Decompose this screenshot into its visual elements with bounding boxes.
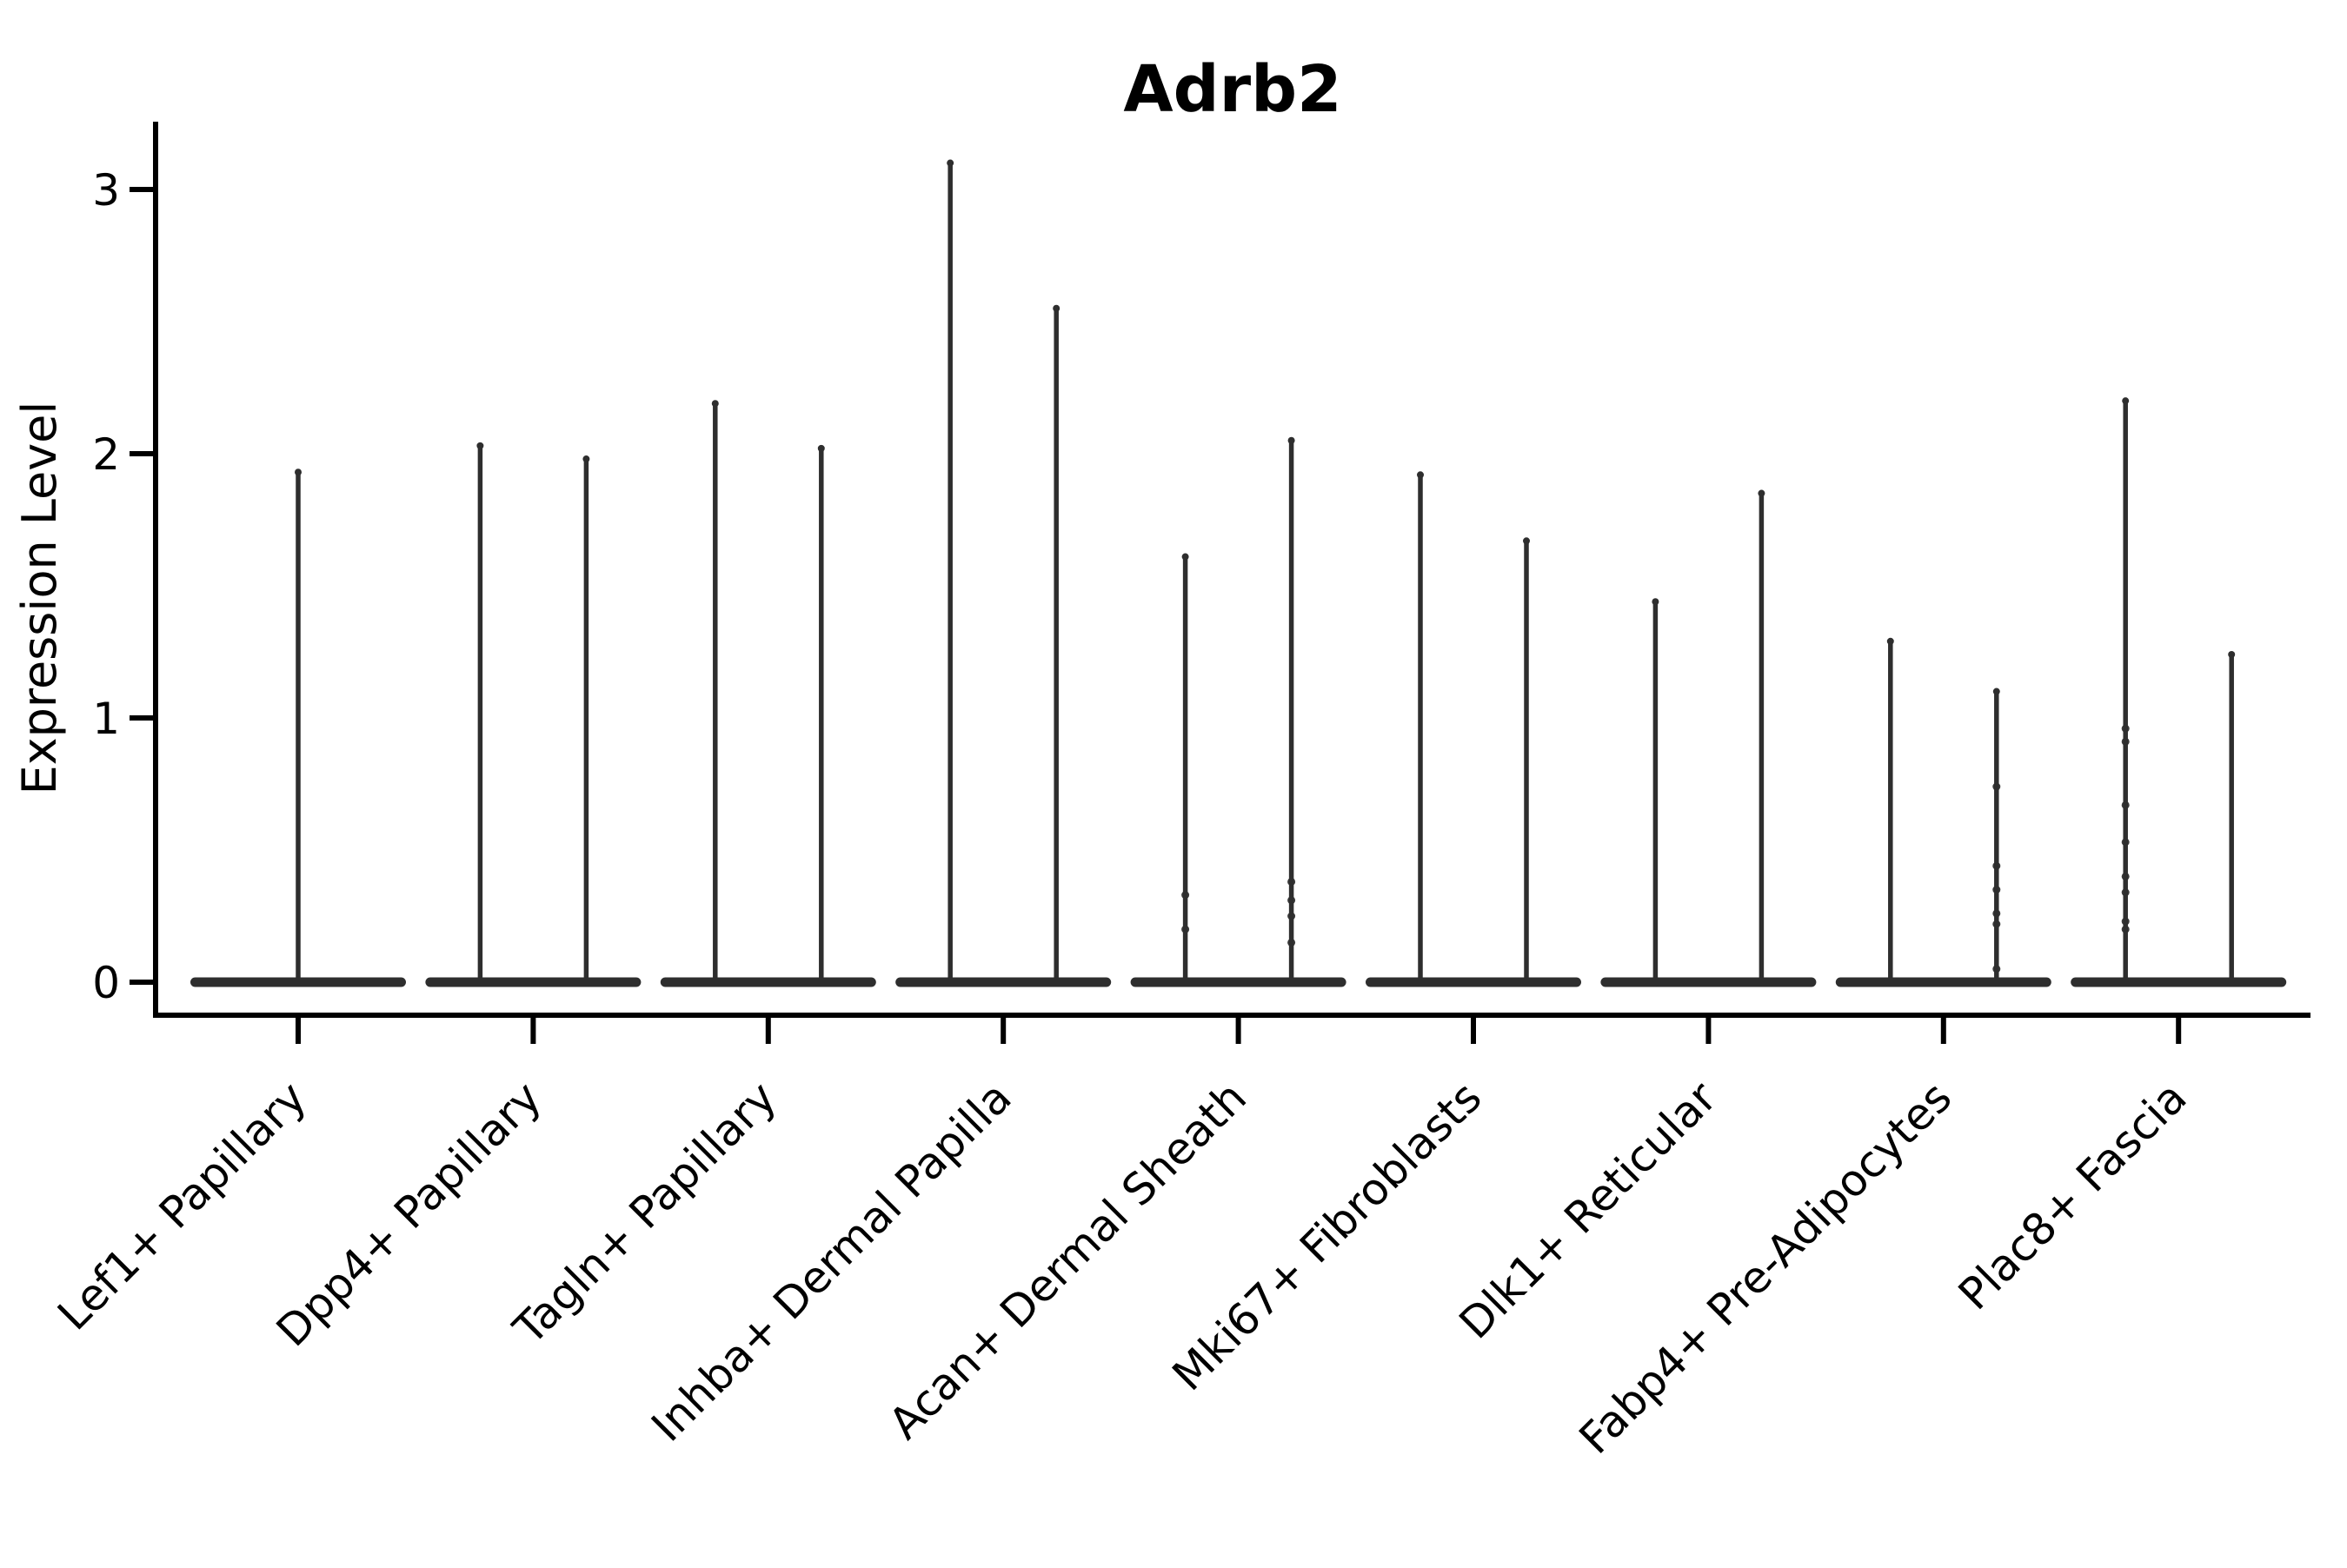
jitter-point bbox=[2121, 925, 2130, 933]
y-tick-label: 0 bbox=[92, 958, 120, 1008]
violin-spike-tip bbox=[1758, 489, 1765, 497]
y-tick-label: 3 bbox=[92, 165, 120, 216]
violin-spike-tip bbox=[947, 159, 954, 167]
jitter-point bbox=[2121, 917, 2130, 926]
jitter-point bbox=[2121, 724, 2130, 733]
violin-spike-tip bbox=[295, 468, 302, 476]
violin-base bbox=[1366, 977, 1581, 987]
violin-spike-tip bbox=[2122, 397, 2130, 405]
violin-base bbox=[425, 977, 642, 987]
jitter-point bbox=[2121, 838, 2130, 847]
violin-base bbox=[660, 977, 876, 987]
violin-spike-tip bbox=[1523, 537, 1530, 545]
violin-spike-tip bbox=[2228, 651, 2236, 658]
chart-title: Adrb2 bbox=[1123, 52, 1341, 127]
axes-layer: 0 1 2 3 bbox=[92, 122, 2310, 1044]
jitter-point bbox=[1287, 896, 1296, 905]
violin-spike-tip bbox=[1652, 598, 1659, 606]
violin-spike-tip bbox=[711, 400, 719, 408]
jitter-point bbox=[2121, 888, 2130, 897]
violin-spike-tip bbox=[476, 442, 484, 449]
violin-base bbox=[1130, 977, 1346, 987]
violin-base bbox=[1835, 977, 2051, 987]
violin-base bbox=[895, 977, 1112, 987]
violin-base bbox=[2071, 977, 2287, 987]
jitter-point bbox=[1992, 861, 2001, 870]
jitter-point bbox=[2121, 737, 2130, 746]
violin-spike-tip bbox=[1417, 471, 1424, 479]
y-axis-label: Expression Level bbox=[12, 402, 67, 795]
jitter-point bbox=[2121, 801, 2130, 809]
jitter-point bbox=[1992, 920, 2001, 928]
violin-spike-tip bbox=[1287, 436, 1295, 444]
violin-spike-tip bbox=[582, 455, 590, 463]
jitter-point bbox=[1992, 909, 2001, 918]
violins-layer bbox=[190, 159, 2287, 987]
violin-spike-tip bbox=[1181, 553, 1189, 561]
jitter-point bbox=[1992, 886, 2001, 894]
violin-spike-tip bbox=[1053, 304, 1060, 312]
jitter-point bbox=[1181, 891, 1190, 900]
y-tick-label: 1 bbox=[92, 694, 120, 744]
y-tick-label: 2 bbox=[92, 429, 120, 480]
jitter-point bbox=[1287, 877, 1296, 886]
jitter-point bbox=[2121, 872, 2130, 880]
jitter-point bbox=[1992, 965, 2001, 973]
violin-spike-tip bbox=[817, 444, 825, 452]
jitter-point bbox=[1287, 938, 1296, 947]
jitter-point bbox=[1287, 912, 1296, 920]
jitter-point bbox=[1992, 782, 2001, 791]
jitter-point bbox=[1181, 925, 1190, 933]
violin-spike-tip bbox=[1992, 688, 2000, 695]
violin-base bbox=[1600, 977, 1817, 987]
violin-spike-tip bbox=[1886, 637, 1894, 645]
